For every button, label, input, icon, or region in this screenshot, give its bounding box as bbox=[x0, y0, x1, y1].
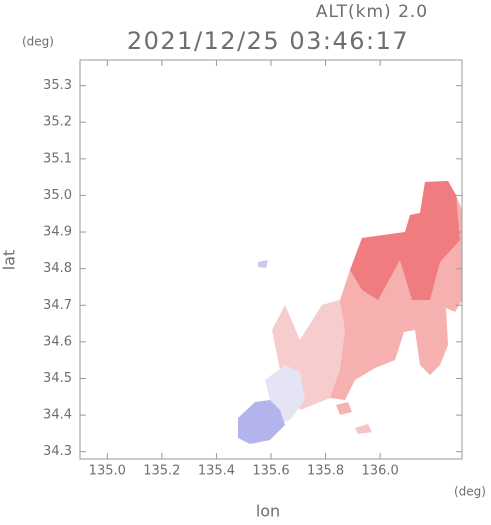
y-tick-label: 34.3 bbox=[43, 444, 72, 459]
x-tick-label: 135.4 bbox=[198, 464, 235, 479]
y-tick-label: 35.1 bbox=[43, 151, 72, 166]
x-tick-label: 135.2 bbox=[143, 464, 180, 479]
x-tick-label: 136.0 bbox=[362, 464, 399, 479]
echo-region bbox=[350, 181, 460, 300]
y-tick-label: 34.5 bbox=[43, 371, 72, 386]
y-tick-label: 34.6 bbox=[43, 334, 72, 349]
y-tick-label: 35.0 bbox=[43, 188, 72, 203]
y-unit: (deg) bbox=[22, 35, 54, 49]
y-tick-label: 34.4 bbox=[43, 408, 72, 423]
x-axis-label: lon bbox=[256, 502, 280, 521]
echo-region bbox=[355, 424, 372, 434]
echo-region bbox=[238, 400, 285, 444]
altitude-label: ALT(km) 2.0 bbox=[316, 2, 428, 22]
x-tick-label: 135.0 bbox=[89, 464, 126, 479]
x-tick-label: 135.8 bbox=[307, 464, 344, 479]
echo-region bbox=[336, 402, 352, 415]
x-unit: (deg) bbox=[454, 485, 486, 499]
y-tick-label: 35.2 bbox=[43, 115, 72, 130]
y-tick-label: 34.7 bbox=[43, 298, 72, 313]
chart-title: 2021/12/25 03:46:17 bbox=[127, 27, 409, 55]
echo-field bbox=[238, 181, 462, 444]
y-tick-label: 34.8 bbox=[43, 261, 72, 276]
y-tick-label: 34.9 bbox=[43, 225, 72, 240]
x-tick-label: 135.6 bbox=[252, 464, 289, 479]
echo-region bbox=[272, 300, 345, 410]
y-axis-label: lat bbox=[0, 250, 19, 271]
echo-region bbox=[258, 260, 268, 268]
y-tick-label: 35.3 bbox=[43, 78, 72, 93]
